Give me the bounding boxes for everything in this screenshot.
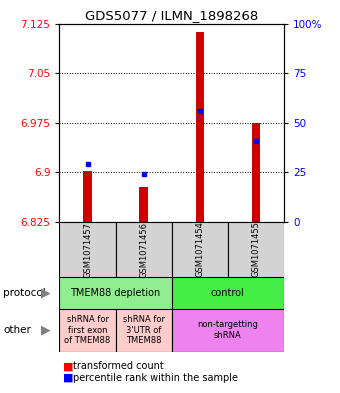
Bar	[116, 222, 172, 277]
Bar	[228, 222, 284, 277]
Bar	[252, 123, 260, 222]
Text: GSM1071457: GSM1071457	[83, 222, 92, 277]
Text: ▶: ▶	[41, 323, 51, 337]
Bar	[195, 32, 204, 222]
Bar	[139, 187, 148, 222]
Text: GSM1071456: GSM1071456	[139, 222, 148, 277]
Bar	[59, 277, 172, 309]
Text: ▶: ▶	[41, 286, 51, 299]
Bar	[83, 171, 92, 222]
Text: shRNA for
first exon
of TMEM88: shRNA for first exon of TMEM88	[64, 315, 111, 345]
Title: GDS5077 / ILMN_1898268: GDS5077 / ILMN_1898268	[85, 9, 258, 22]
Text: GSM1071454: GSM1071454	[195, 222, 204, 277]
Text: control: control	[211, 288, 245, 298]
Text: shRNA for
3'UTR of
TMEM88: shRNA for 3'UTR of TMEM88	[123, 315, 165, 345]
Bar	[172, 277, 284, 309]
Text: GSM1071455: GSM1071455	[251, 222, 260, 277]
Bar	[172, 222, 228, 277]
Text: ■: ■	[63, 373, 73, 383]
Text: other: other	[3, 325, 31, 335]
Bar	[172, 309, 284, 352]
Bar	[116, 309, 172, 352]
Text: ■: ■	[63, 361, 73, 371]
Bar	[59, 309, 116, 352]
Text: non-targetting
shRNA: non-targetting shRNA	[197, 320, 258, 340]
Bar	[59, 222, 116, 277]
Text: TMEM88 depletion: TMEM88 depletion	[70, 288, 161, 298]
Text: percentile rank within the sample: percentile rank within the sample	[73, 373, 238, 383]
Text: transformed count: transformed count	[73, 361, 164, 371]
Text: protocol: protocol	[3, 288, 46, 298]
